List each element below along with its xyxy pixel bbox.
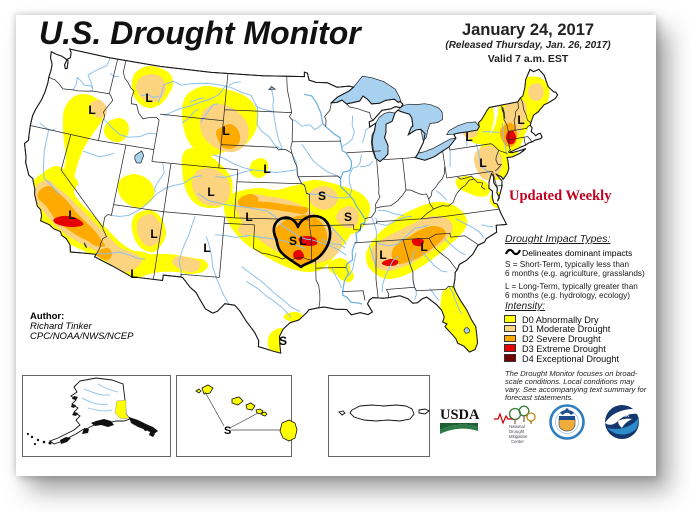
svg-text:S: S [318, 189, 326, 203]
svg-text:L: L [203, 241, 210, 255]
svg-text:S: S [344, 210, 352, 224]
svg-text:L: L [68, 208, 75, 222]
svg-text:S: S [289, 234, 297, 248]
svg-text:L: L [379, 248, 386, 262]
svg-text:L: L [150, 227, 157, 241]
svg-text:L: L [299, 234, 306, 248]
svg-text:L: L [130, 267, 137, 281]
svg-text:L: L [207, 185, 214, 199]
svg-text:S: S [279, 334, 287, 348]
svg-text:L: L [479, 156, 486, 170]
svg-text:L: L [88, 103, 95, 117]
svg-text:L: L [517, 113, 524, 127]
svg-text:L: L [145, 91, 152, 105]
svg-text:L: L [420, 240, 427, 254]
svg-text:L: L [222, 124, 229, 138]
svg-text:L: L [465, 130, 472, 144]
svg-text:L: L [245, 210, 252, 224]
svg-text:L: L [263, 162, 270, 176]
